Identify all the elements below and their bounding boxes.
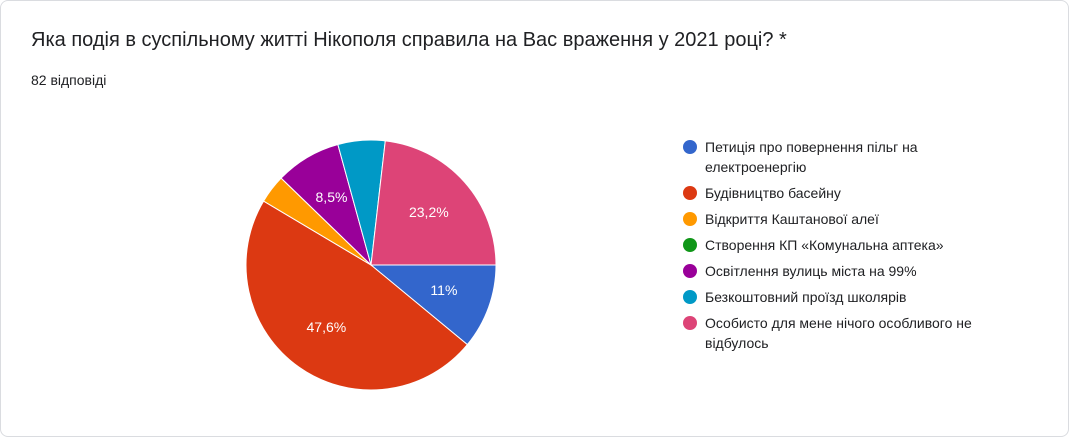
slice-label: 47,6% bbox=[307, 319, 347, 335]
legend-label: Освітлення вулиць міста на 99% bbox=[705, 263, 917, 279]
response-count: 82 відповіді bbox=[31, 72, 107, 88]
pie-slice bbox=[369, 264, 497, 346]
pie-slice bbox=[370, 140, 497, 266]
legend-marker bbox=[683, 212, 697, 226]
legend-item: Безкоштовний проїзд школярів bbox=[683, 287, 1013, 307]
legend-label: Петиція про повернення пільг на електрое… bbox=[705, 139, 918, 175]
legend-label: Будівництво басейну bbox=[705, 185, 841, 201]
legend-marker bbox=[683, 186, 697, 200]
legend-marker bbox=[683, 290, 697, 304]
slice-label: 8,5% bbox=[316, 189, 348, 205]
legend-item: Петиція про повернення пільг на електрое… bbox=[683, 137, 1013, 177]
legend-label: Створення КП «Комунальна аптека» bbox=[705, 237, 944, 253]
legend-item: Створення КП «Комунальна аптека» bbox=[683, 235, 1013, 255]
legend-marker bbox=[683, 264, 697, 278]
legend-label: Безкоштовний проїзд школярів bbox=[705, 289, 907, 305]
legend-item: Будівництво басейну bbox=[683, 183, 1013, 203]
slice-label: 23,2% bbox=[409, 204, 449, 220]
legend-marker bbox=[683, 140, 697, 154]
legend-label: Особисто для мене нічого особливого не в… bbox=[705, 315, 972, 351]
legend-item: Освітлення вулиць міста на 99% bbox=[683, 261, 1013, 281]
legend: Петиція про повернення пільг на електрое… bbox=[683, 137, 1013, 359]
legend-item: Відкриття Каштанової алеї bbox=[683, 209, 1013, 229]
legend-item: Особисто для мене нічого особливого не в… bbox=[683, 313, 1013, 353]
slice-label: 11% bbox=[430, 282, 457, 298]
legend-label: Відкриття Каштанової алеї bbox=[705, 211, 879, 227]
chart-title: Яка подія в суспільному житті Нікополя с… bbox=[31, 29, 787, 51]
legend-marker bbox=[683, 316, 697, 330]
legend-marker bbox=[683, 238, 697, 252]
pie-slice bbox=[245, 200, 469, 391]
